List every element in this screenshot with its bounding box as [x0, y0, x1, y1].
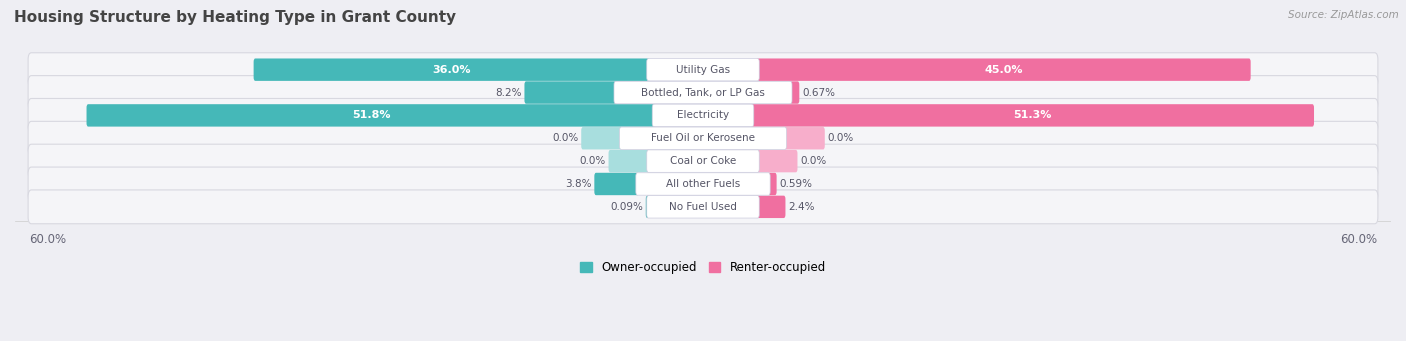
Text: 0.0%: 0.0% [800, 156, 827, 166]
FancyBboxPatch shape [28, 121, 1378, 155]
Text: Housing Structure by Heating Type in Grant County: Housing Structure by Heating Type in Gra… [14, 10, 456, 25]
Text: Coal or Coke: Coal or Coke [669, 156, 737, 166]
FancyBboxPatch shape [783, 127, 825, 149]
Text: All other Fuels: All other Fuels [666, 179, 740, 189]
Text: Utility Gas: Utility Gas [676, 65, 730, 75]
FancyBboxPatch shape [28, 144, 1378, 178]
FancyBboxPatch shape [28, 99, 1378, 132]
FancyBboxPatch shape [28, 76, 1378, 109]
Text: 0.59%: 0.59% [779, 179, 813, 189]
Text: 0.0%: 0.0% [553, 133, 578, 143]
FancyBboxPatch shape [595, 173, 640, 195]
FancyBboxPatch shape [636, 173, 770, 195]
FancyBboxPatch shape [652, 104, 754, 127]
Text: 8.2%: 8.2% [495, 88, 522, 98]
FancyBboxPatch shape [28, 53, 1378, 87]
Text: Source: ZipAtlas.com: Source: ZipAtlas.com [1288, 10, 1399, 20]
Text: 2.4%: 2.4% [789, 202, 814, 212]
FancyBboxPatch shape [524, 81, 617, 104]
Text: 36.0%: 36.0% [433, 65, 471, 75]
Text: 0.0%: 0.0% [579, 156, 606, 166]
FancyBboxPatch shape [766, 173, 776, 195]
Text: 3.8%: 3.8% [565, 179, 592, 189]
Text: 51.8%: 51.8% [352, 110, 391, 120]
FancyBboxPatch shape [751, 104, 1315, 127]
Text: 45.0%: 45.0% [984, 65, 1022, 75]
Text: No Fuel Used: No Fuel Used [669, 202, 737, 212]
FancyBboxPatch shape [647, 58, 759, 81]
Text: 0.67%: 0.67% [801, 88, 835, 98]
Text: Bottled, Tank, or LP Gas: Bottled, Tank, or LP Gas [641, 88, 765, 98]
Text: Electricity: Electricity [676, 110, 730, 120]
FancyBboxPatch shape [253, 58, 650, 81]
FancyBboxPatch shape [647, 196, 759, 218]
FancyBboxPatch shape [756, 196, 786, 218]
FancyBboxPatch shape [87, 104, 655, 127]
FancyBboxPatch shape [789, 81, 800, 104]
FancyBboxPatch shape [28, 190, 1378, 224]
FancyBboxPatch shape [756, 150, 797, 172]
FancyBboxPatch shape [609, 150, 650, 172]
FancyBboxPatch shape [581, 127, 623, 149]
Legend: Owner-occupied, Renter-occupied: Owner-occupied, Renter-occupied [575, 256, 831, 279]
FancyBboxPatch shape [756, 58, 1251, 81]
FancyBboxPatch shape [647, 150, 759, 172]
Text: Fuel Oil or Kerosene: Fuel Oil or Kerosene [651, 133, 755, 143]
FancyBboxPatch shape [620, 127, 786, 149]
Text: 0.0%: 0.0% [828, 133, 853, 143]
Text: 51.3%: 51.3% [1014, 110, 1052, 120]
FancyBboxPatch shape [28, 167, 1378, 201]
FancyBboxPatch shape [614, 81, 792, 104]
Text: 0.09%: 0.09% [610, 202, 643, 212]
FancyBboxPatch shape [645, 196, 650, 218]
